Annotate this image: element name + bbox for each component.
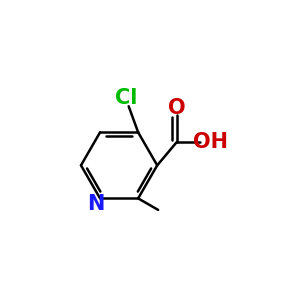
Text: O: O [168, 98, 185, 118]
Text: Cl: Cl [115, 88, 138, 108]
Text: N: N [87, 194, 105, 214]
Text: OH: OH [193, 132, 227, 152]
